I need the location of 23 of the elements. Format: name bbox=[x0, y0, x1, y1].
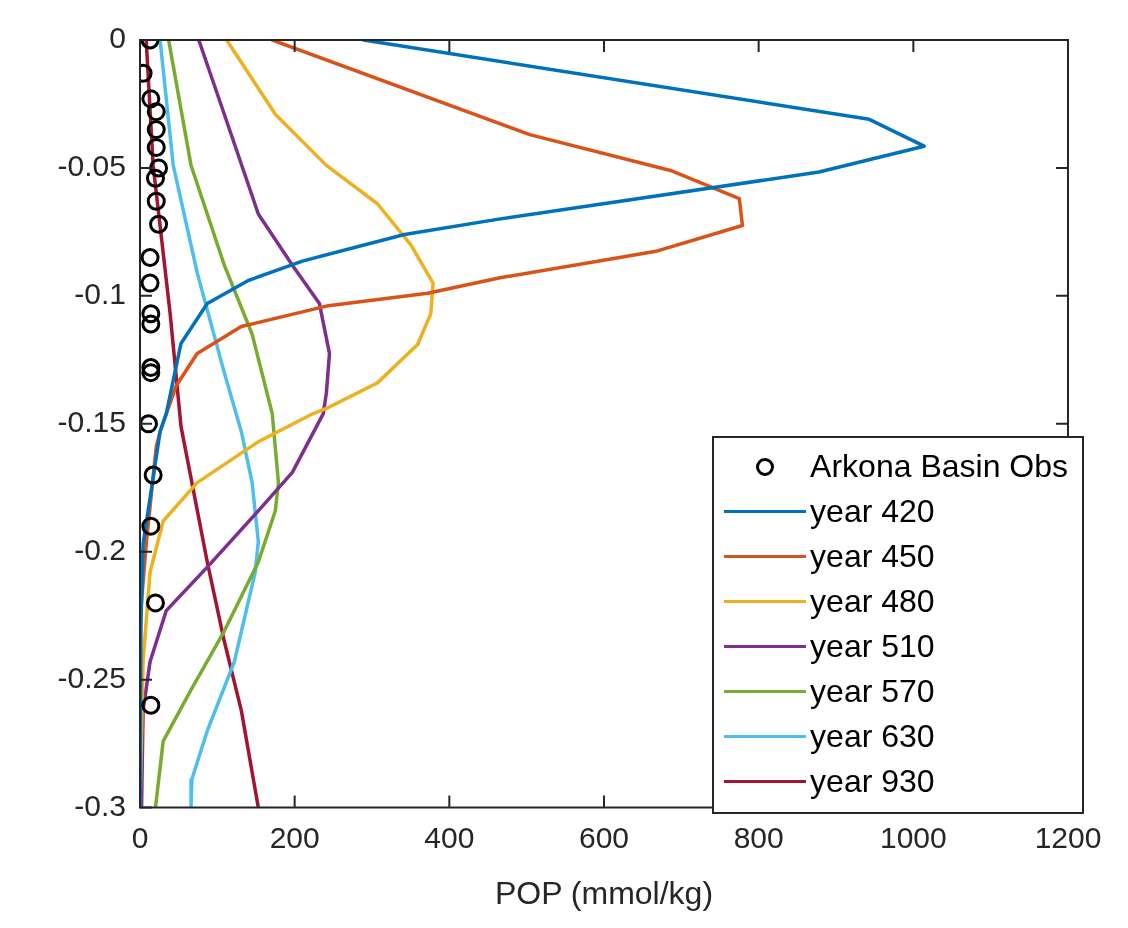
x-tick-label: 200 bbox=[269, 820, 320, 854]
y-tick-label: -0.2 bbox=[74, 533, 126, 566]
legend-label: year 420 bbox=[810, 493, 935, 530]
legend-label: year 570 bbox=[810, 673, 935, 710]
legend-label: Arkona Basin Obs bbox=[810, 448, 1068, 485]
x-tick-label: 1200 bbox=[1034, 820, 1102, 854]
x-tick-label: 400 bbox=[424, 820, 475, 854]
y-tick-label: -0.25 bbox=[57, 660, 126, 694]
y-tick-label: -0.3 bbox=[74, 788, 126, 822]
x-tick-label: 0 bbox=[131, 820, 149, 854]
y-tick-label: -0.1 bbox=[74, 277, 126, 311]
x-tick-label: 600 bbox=[578, 820, 630, 854]
legend-label: year 930 bbox=[810, 763, 935, 800]
legend-label: year 510 bbox=[810, 628, 935, 665]
x-axis-title: POP (mmol/kg) bbox=[494, 874, 714, 911]
legend-label: year 480 bbox=[810, 583, 935, 620]
legend-label: year 630 bbox=[810, 718, 935, 755]
y-tick-label: 0 bbox=[109, 21, 126, 55]
x-tick-label: 800 bbox=[733, 820, 784, 854]
legend-label: year 450 bbox=[810, 538, 935, 575]
y-tick-label: -0.05 bbox=[57, 149, 126, 183]
x-tick-label: 1000 bbox=[879, 820, 947, 854]
y-tick-label: -0.15 bbox=[57, 405, 126, 439]
